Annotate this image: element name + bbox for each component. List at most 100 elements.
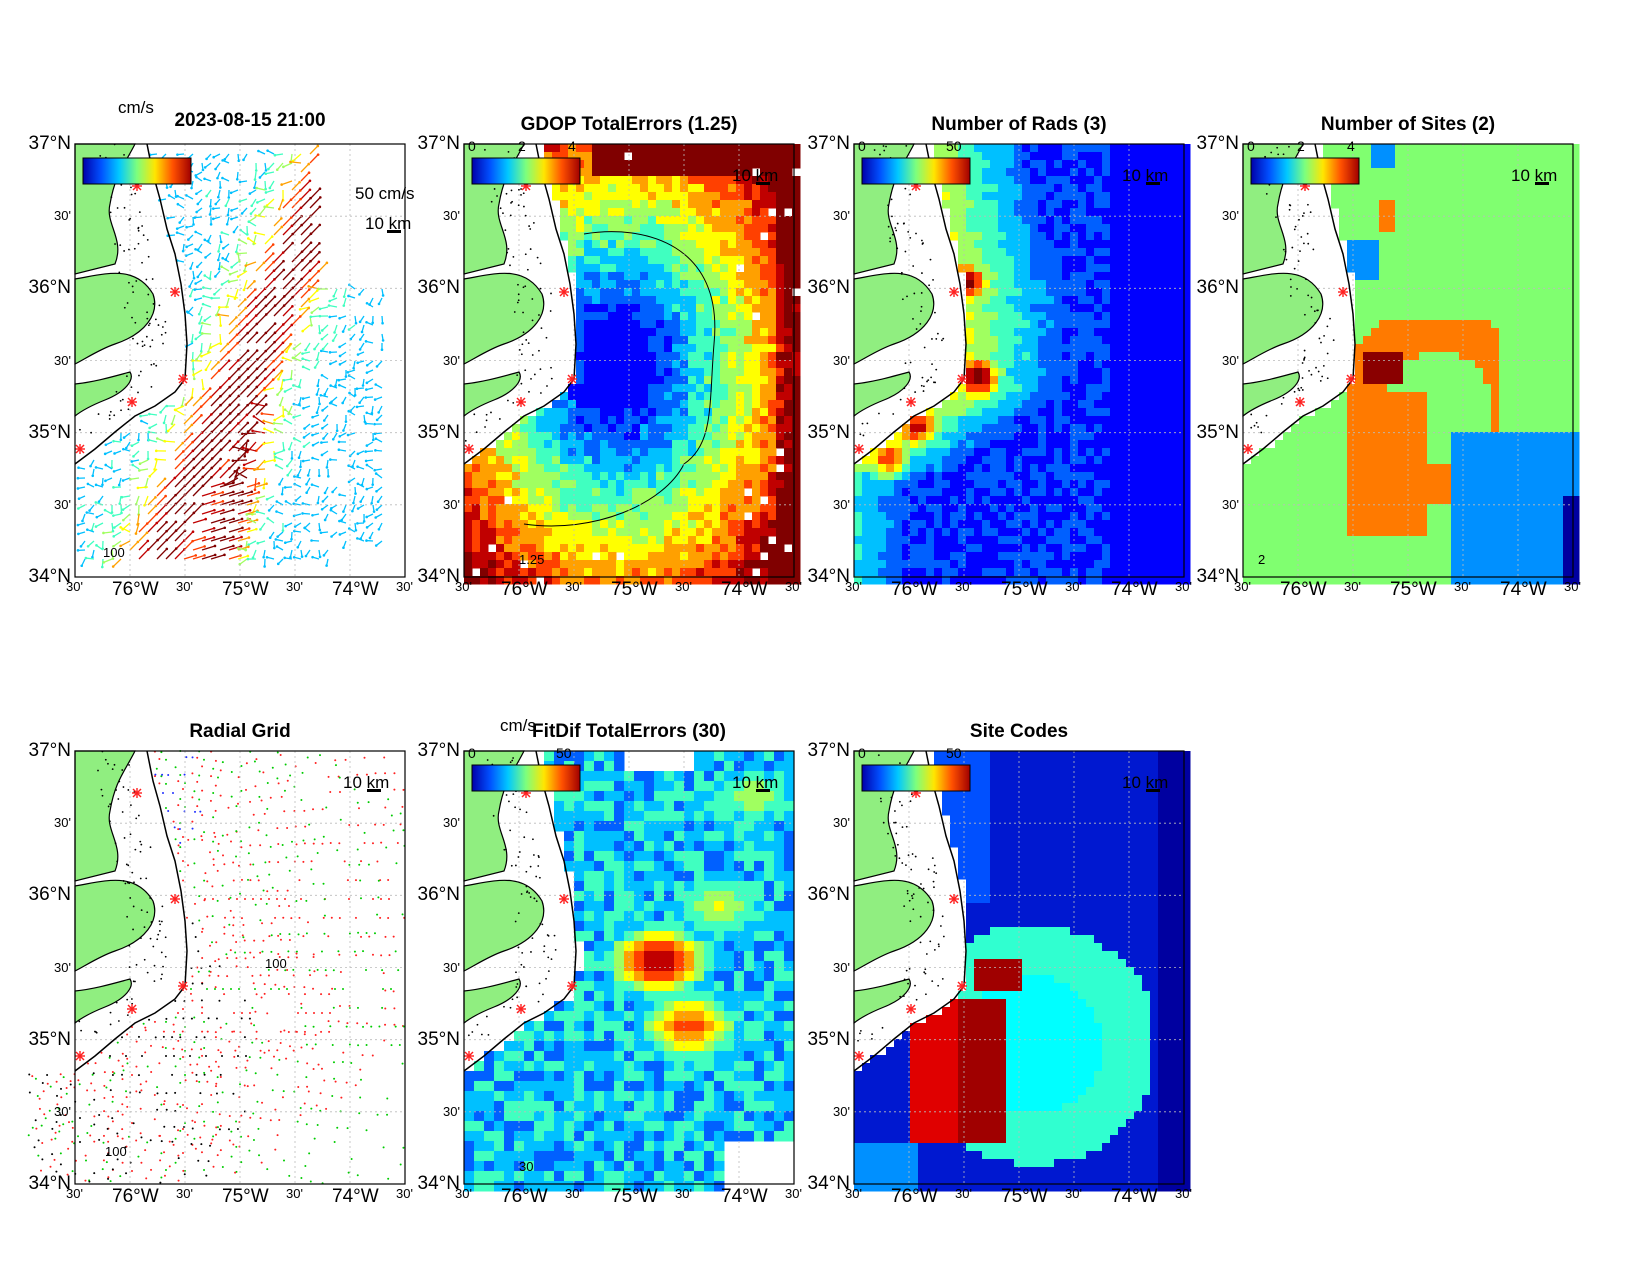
units-label: cm/s xyxy=(500,716,536,735)
lat-tick-label: 37°N xyxy=(807,740,850,761)
lat-tick-label: 34°N xyxy=(807,1173,850,1194)
lon-tick-label: 30' xyxy=(396,579,413,594)
radar-site-marker xyxy=(559,287,569,297)
lon-tick-label: 30' xyxy=(1065,1186,1082,1201)
lon-tick-label: 30' xyxy=(845,579,862,594)
lon-tick-label: 76°W xyxy=(891,1186,938,1207)
radar-site-marker xyxy=(178,374,188,384)
scale-bar xyxy=(1535,182,1549,185)
contour-label: 1.25 xyxy=(519,552,545,567)
lon-tick-label: 30' xyxy=(565,579,582,594)
land-sound-4 xyxy=(74,879,156,972)
colorbar-tick-label: 0 xyxy=(1247,138,1255,154)
radial-grid-points xyxy=(27,750,406,1185)
lat-tick-label: 37°N xyxy=(417,740,460,761)
lat-tick-label: 37°N xyxy=(28,133,71,154)
axes-frame xyxy=(853,143,1185,578)
lon-tick-label: 75°W xyxy=(1001,579,1048,600)
land-sound-6 xyxy=(853,879,935,972)
lon-tick-label: 30' xyxy=(455,1186,472,1201)
colorbar-tick-label: 50 xyxy=(946,745,962,761)
lon-tick-label: 75°W xyxy=(222,1186,269,1207)
lon-tick-label: 30' xyxy=(455,579,472,594)
colorbar xyxy=(861,764,971,792)
lat-tick-label: 30' xyxy=(443,208,460,224)
radar-site-marker xyxy=(178,981,188,991)
coastline-3 xyxy=(1242,143,1356,465)
colorbar-tick-label: 50 xyxy=(556,745,572,761)
lon-tick-label: 30' xyxy=(1065,579,1082,594)
coastline-1 xyxy=(463,143,577,465)
land-south-4 xyxy=(74,978,132,1025)
contour-label: 100 xyxy=(105,1144,127,1159)
lon-tick-label: 30' xyxy=(1175,1186,1192,1201)
lon-tick-label: 30' xyxy=(286,1186,303,1201)
scale-bar-label: 10 km xyxy=(732,166,779,185)
lat-tick-label: 30' xyxy=(443,352,460,368)
land-sound-5 xyxy=(463,879,545,972)
lon-tick-label: 30' xyxy=(1454,579,1471,594)
panel-nsites: 0 2 4 10 km 37°N 30' 36°N 30' 35°N 30' 34°N 30' 76°W… xyxy=(1197,114,1581,600)
lon-tick-label: 74°W xyxy=(1500,579,1547,600)
radar-site-marker xyxy=(949,287,959,297)
field-cells xyxy=(1243,144,1580,585)
scale-bar-label: 10 km xyxy=(1122,166,1169,185)
colorbar-tick-label: 0 xyxy=(468,138,476,154)
lat-tick-label: 34°N xyxy=(28,566,71,587)
radar-site-marker xyxy=(957,981,967,991)
lat-tick-label: 30' xyxy=(833,496,850,512)
axes-frame xyxy=(74,143,406,578)
lon-tick-label: 30' xyxy=(955,1186,972,1201)
lat-tick-label: 30' xyxy=(833,208,850,224)
lon-tick-label: 74°W xyxy=(721,1186,768,1207)
scale-bar-label: 10 km xyxy=(1511,166,1558,185)
coastline-5 xyxy=(463,750,577,1072)
lon-tick-label: 75°W xyxy=(1001,1186,1048,1207)
scale-bar xyxy=(387,230,401,233)
contour-label: 2 xyxy=(1258,552,1266,567)
lat-tick-label: 30' xyxy=(833,815,850,831)
lon-tick-label: 76°W xyxy=(501,1186,548,1207)
lon-tick-label: 76°W xyxy=(1280,579,1327,600)
scale-bar-label: 10 km xyxy=(343,773,390,792)
panel-fitdif: 0 50 10 km 37°N 30' 36°N 30' 35°N 30' 34°N 30' 76°W… xyxy=(418,721,802,1207)
panel-title: Number of Rads (3) xyxy=(931,114,1107,135)
lat-tick-label: 30' xyxy=(54,208,71,224)
scale-bar xyxy=(367,789,381,792)
lon-tick-label: 30' xyxy=(785,1186,802,1201)
radar-site-marker xyxy=(1295,397,1305,407)
map-canvas-nsites xyxy=(1242,143,1580,585)
timestamp-title: 2023-08-15 21:00 xyxy=(174,110,326,131)
lat-tick-label: 36°N xyxy=(417,884,460,906)
lat-tick-label: 30' xyxy=(1222,352,1239,368)
land-sound-1 xyxy=(463,272,545,365)
colorbar-tick-label: 2 xyxy=(1297,138,1305,154)
lat-tick-label: 37°N xyxy=(28,740,71,761)
map-canvas-currents xyxy=(74,143,406,578)
colorbar xyxy=(471,764,581,792)
lat-tick-label: 34°N xyxy=(28,1173,71,1194)
panel-radgrid: 10 km 37°N 30' 36°N 30' 35°N 30' 34°N 30' 76°W 30'… xyxy=(27,721,413,1207)
lat-tick-label: 30' xyxy=(443,959,460,975)
lon-tick-label: 30' xyxy=(1234,579,1251,594)
colorbar-tick-label: 4 xyxy=(1347,138,1355,154)
radar-site-marker xyxy=(464,444,474,454)
colorbar-tick-label: 0 xyxy=(858,745,866,761)
lat-tick-label: 35°N xyxy=(807,421,850,443)
radar-site-marker xyxy=(567,981,577,991)
lat-tick-label: 34°N xyxy=(417,566,460,587)
radar-site-marker xyxy=(464,1051,474,1061)
contour-label: 100 xyxy=(103,545,125,560)
lat-tick-label: 30' xyxy=(1222,496,1239,512)
land-sound-2 xyxy=(853,272,935,365)
lon-tick-label: 75°W xyxy=(222,579,269,600)
colorbar xyxy=(82,157,192,185)
lat-tick-label: 36°N xyxy=(417,277,460,299)
lat-tick-label: 36°N xyxy=(807,277,850,299)
land-south-6 xyxy=(853,978,911,1025)
field-cells xyxy=(464,144,801,585)
contour-line xyxy=(523,231,716,527)
lon-tick-label: 30' xyxy=(66,579,83,594)
lat-tick-label: 35°N xyxy=(417,421,460,443)
lon-tick-label: 30' xyxy=(785,579,802,594)
